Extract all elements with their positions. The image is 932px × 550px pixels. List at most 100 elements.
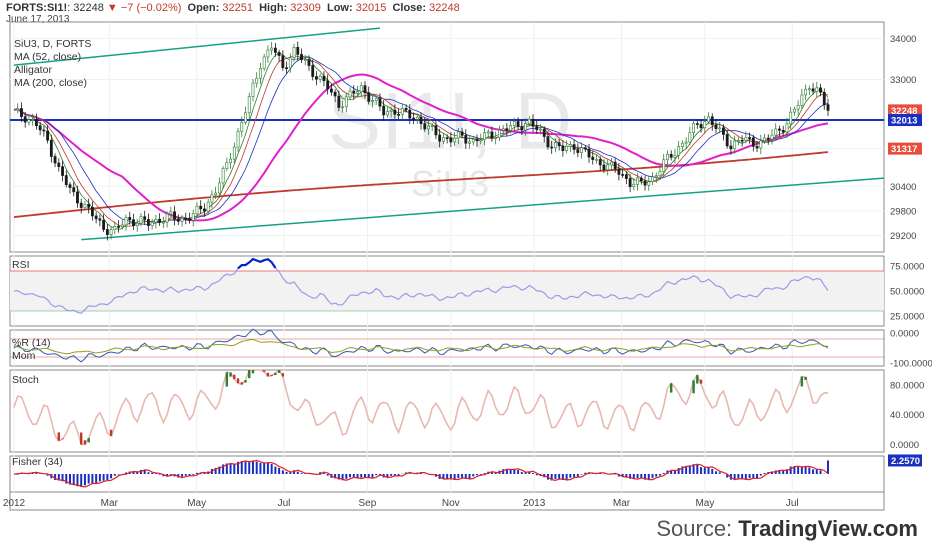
fisher-bar <box>147 472 150 474</box>
candle-body <box>90 207 94 217</box>
fisher-bar <box>804 466 807 474</box>
candle-body <box>483 132 486 140</box>
fisher-bar <box>83 474 86 486</box>
wpr-tick-label: 0.0000 <box>890 329 919 340</box>
candle-body <box>385 111 389 116</box>
candle-body <box>703 121 707 129</box>
fisher-bar <box>711 468 714 474</box>
fisher-bar <box>453 474 456 480</box>
fisher-bar <box>640 474 643 479</box>
fisher-bar <box>334 474 337 479</box>
candle-body <box>568 144 572 147</box>
fisher-bar <box>759 474 762 476</box>
fisher-bar <box>472 474 475 477</box>
fisher-bar <box>726 474 729 478</box>
fisher-bar <box>278 467 281 474</box>
chart-svg[interactable]: SI1!, D SiU3 2012 Mar May Jul Sep Nov 2013 Mar M… <box>0 0 932 520</box>
candle-body <box>359 85 363 92</box>
change-down-icon: ▼ <box>106 2 118 14</box>
fisher-value-label: 2.2570 <box>891 456 920 467</box>
candle-body <box>546 136 550 148</box>
candle-body <box>613 161 617 170</box>
fisher-bar <box>289 471 292 474</box>
candle-body <box>195 205 199 214</box>
candle-body <box>718 127 722 130</box>
candle-body <box>348 90 352 98</box>
fisher-bar <box>688 465 691 474</box>
candle-body <box>61 166 64 176</box>
candle-body <box>147 219 150 226</box>
fisher-bar <box>136 471 139 474</box>
fisher-bar <box>61 474 64 482</box>
candle-body <box>232 146 236 160</box>
candle-body <box>23 116 27 123</box>
fisher-bar <box>763 473 766 474</box>
fisher-bar <box>733 474 736 479</box>
fisher-bar <box>815 469 818 474</box>
stoch-title: Stoch <box>12 374 39 386</box>
candle-body <box>31 119 35 121</box>
fisher-bar <box>588 473 591 474</box>
candle-body <box>471 138 475 143</box>
fisher-bar <box>248 461 251 474</box>
candle-body <box>778 128 781 131</box>
candle-body <box>374 98 378 101</box>
fisher-bar <box>502 469 505 474</box>
price-tag-label: 31317 <box>891 144 917 155</box>
fisher-bar <box>528 471 531 474</box>
fisher-bar <box>449 474 452 480</box>
candle-body <box>378 98 382 107</box>
legend-alligator: Alligator <box>14 64 52 76</box>
candle-body <box>206 201 210 212</box>
candle-body <box>344 96 348 108</box>
candle-body <box>733 140 737 150</box>
fisher-bar <box>371 474 374 478</box>
candle-body <box>789 111 793 125</box>
candle-body <box>247 96 251 114</box>
wpr-title: %R (14) <box>12 337 51 349</box>
fisher-bar <box>57 474 60 481</box>
fisher-bar <box>554 474 557 480</box>
candle-body <box>722 127 725 135</box>
candle-body <box>624 174 628 179</box>
candle-body <box>188 218 191 221</box>
fisher-bar <box>397 474 400 477</box>
fisher-signal-line <box>14 459 829 488</box>
candle-body <box>494 137 498 139</box>
fisher-bar <box>65 474 68 484</box>
candle-body <box>479 139 483 141</box>
fisher-bar <box>700 467 703 474</box>
candle-body <box>367 92 371 102</box>
stoch-k-line <box>13 368 829 446</box>
x-tick-label: Mar <box>613 498 631 509</box>
candle-body <box>647 181 651 186</box>
fisher-bar <box>192 474 195 475</box>
mom-title: Mom <box>12 350 36 362</box>
candle-body <box>184 217 188 220</box>
fisher-bar <box>184 474 187 476</box>
candle-body <box>244 112 247 123</box>
fisher-bar <box>285 471 288 474</box>
candle-body <box>255 77 259 84</box>
fisher-bar <box>558 474 561 479</box>
candle-body <box>273 47 277 53</box>
candle-body <box>150 222 154 226</box>
candle-body <box>281 55 285 68</box>
rsi-tick-label: 50.0000 <box>890 287 924 298</box>
stoch-tick-label: 80.0000 <box>890 380 924 391</box>
fisher-bar <box>457 474 460 479</box>
fisher-bar <box>793 466 796 474</box>
fisher-bar <box>166 474 169 476</box>
candle-body <box>497 129 501 138</box>
fisher-bar <box>513 468 516 474</box>
candle-body <box>135 222 139 227</box>
y-tick-label: 34000 <box>890 34 916 45</box>
fisher-bar <box>629 474 632 479</box>
candle-body <box>673 154 677 158</box>
fisher-bar <box>225 463 228 474</box>
symbol-name[interactable]: FORTS:SI1! <box>6 2 68 14</box>
fisher-bar <box>576 474 579 477</box>
fisher-value-tag <box>888 454 922 467</box>
candle-body <box>658 171 662 177</box>
fisher-bar <box>535 474 538 476</box>
